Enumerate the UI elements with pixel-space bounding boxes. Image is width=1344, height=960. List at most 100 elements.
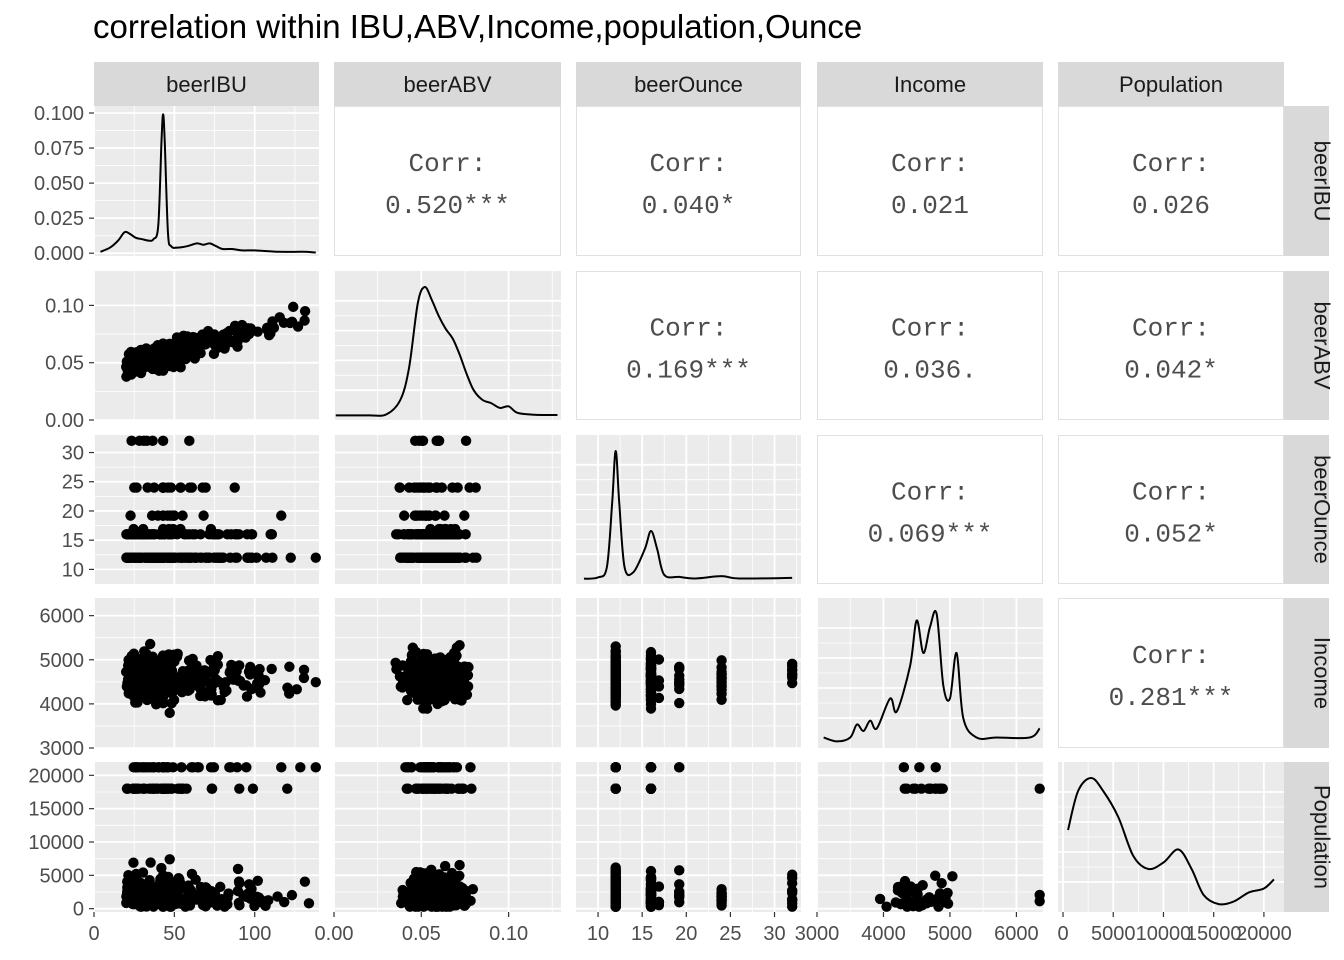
scatter-point: [246, 683, 257, 695]
scatter-point: [282, 682, 293, 693]
scatter-point: [147, 435, 158, 447]
scatter-point: [156, 862, 167, 874]
corr-label: Corr:: [891, 149, 969, 179]
scatter-point: [231, 762, 243, 773]
scatter-point: [298, 664, 310, 676]
scatter-point: [402, 529, 413, 540]
x-tick-label: 5000: [928, 923, 973, 945]
scatter-point: [243, 328, 255, 340]
scatter-point: [203, 893, 214, 904]
scatter-point: [399, 510, 410, 521]
scatter-point: [157, 690, 169, 702]
scatter-point: [210, 529, 221, 540]
corr-label: Corr:: [1132, 478, 1210, 508]
scatter-point: [285, 552, 296, 563]
x-tick-label: 50: [163, 923, 185, 945]
scatter-point: [413, 529, 424, 540]
scatter-point: [674, 674, 685, 685]
scatter-point: [916, 897, 927, 908]
x-tick-label: 0: [88, 923, 99, 945]
scatter-point: [127, 529, 139, 540]
scatter-point: [459, 661, 470, 672]
scatter-point: [232, 863, 244, 875]
scatter-point: [253, 679, 265, 690]
scatter-point: [233, 876, 245, 887]
scatter-point: [402, 694, 413, 706]
scatter-point: [153, 762, 164, 773]
scatter-point: [253, 892, 265, 903]
scatter-point: [238, 680, 249, 691]
corr-value: 0.042*: [1124, 356, 1218, 386]
plot-panel: [94, 106, 319, 256]
scatter-point: [394, 482, 405, 493]
scatter-point: [895, 898, 907, 910]
scatter-point: [310, 552, 321, 563]
x-tick-label: 10000: [1136, 923, 1192, 945]
scatter-point: [196, 552, 207, 563]
scatter-point: [910, 887, 922, 898]
corr-panel: [1058, 598, 1284, 748]
scatter-point: [716, 694, 727, 705]
column-strip-label: Income: [894, 72, 966, 97]
scatter-point: [171, 332, 183, 343]
scatter-point: [195, 683, 206, 694]
scatter-point: [129, 482, 140, 493]
scatter-point: [470, 482, 481, 493]
scatter-point: [184, 435, 195, 447]
scatter-point: [179, 552, 190, 563]
scatter-point: [139, 783, 150, 794]
density-line-Income: [823, 610, 1041, 743]
scatter-point: [137, 653, 149, 665]
scatter-point: [252, 875, 263, 886]
scatter-point: [408, 552, 420, 563]
corr-label: Corr:: [649, 314, 727, 344]
scatter-point: [610, 762, 621, 773]
scatter-point: [416, 878, 428, 889]
scatter-point: [158, 353, 170, 364]
corr-value: 0.520***: [385, 191, 510, 221]
scatter-point: [234, 900, 245, 911]
scatter-point: [176, 762, 187, 773]
column-strip-Income: [817, 62, 1043, 106]
scatter-point: [128, 762, 139, 773]
scatter-point: [425, 762, 436, 773]
corr-value: 0.040*: [642, 191, 736, 221]
scatter-point: [390, 657, 401, 669]
scatter-point: [244, 669, 256, 680]
scatter-point: [279, 896, 290, 908]
scatter-point: [189, 353, 201, 364]
corr-panel: [817, 106, 1043, 256]
scatter-point: [422, 662, 433, 674]
column-strip-label: Population: [1119, 72, 1223, 97]
scatter-point: [197, 329, 208, 340]
scatter-point: [288, 301, 299, 313]
row-strip-label: beerIBU: [1310, 141, 1335, 222]
scatter-point: [454, 859, 465, 871]
scatter-point: [402, 783, 414, 794]
scatter-point: [267, 552, 278, 563]
scatter-point: [299, 876, 311, 887]
scatter-point: [645, 884, 657, 896]
scatter-point: [433, 435, 445, 447]
chart-title: correlation within IBU,ABV,Income,popula…: [93, 8, 863, 45]
corr-label: Corr:: [1132, 314, 1210, 344]
scatter-point: [645, 783, 657, 794]
scatter-point: [716, 887, 727, 899]
scatter-point: [930, 870, 941, 881]
scatter-point: [164, 707, 175, 719]
corr-label: Corr:: [649, 149, 727, 179]
scatter-point: [214, 552, 225, 563]
scatter-point: [1034, 783, 1045, 794]
scatter-point: [200, 676, 212, 687]
scatter-point: [122, 552, 133, 563]
scatter-point: [177, 510, 188, 521]
scatter-point: [241, 762, 252, 773]
scatter-point: [179, 893, 190, 904]
scatter-point: [232, 341, 243, 352]
column-strip-beerOunce: [576, 62, 801, 106]
scatter-point: [200, 482, 211, 493]
scatter-point: [431, 552, 443, 563]
scatter-point: [610, 664, 621, 676]
scatter-point: [187, 529, 198, 540]
scatter-point: [430, 653, 441, 664]
